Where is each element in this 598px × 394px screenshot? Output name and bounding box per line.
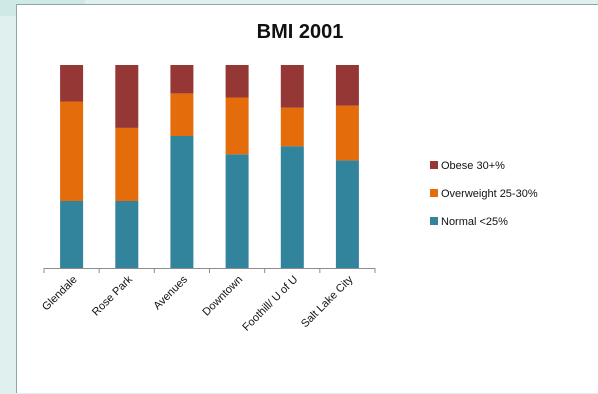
- x-tick-labels: Glendale Rose Park Avenues DowntownFoothill…: [40, 273, 356, 333]
- bar-salt-lake-city-overweight: [335, 105, 359, 161]
- chart-panel: BMI 2001 Glendale Rose Park Avenues Downtow…: [16, 4, 598, 393]
- x-tick-marks: [43, 268, 376, 273]
- bar-rose-park-obese: [115, 65, 139, 128]
- x-tick-label-downtown: Downtown: [200, 274, 245, 319]
- legend-swatch-normal: [430, 217, 438, 225]
- x-tick-label-glendale: Glendale: [40, 274, 80, 314]
- bar-foothill-u-of-u-overweight: [280, 107, 304, 147]
- bar-downtown-overweight: [225, 97, 249, 155]
- legend-swatch-obese: [430, 161, 438, 169]
- x-tick-label-salt-lake-city: Salt Lake City: [299, 273, 356, 330]
- bar-avenues-overweight: [170, 93, 194, 136]
- chart-title: BMI 2001: [257, 21, 344, 43]
- legend-swatch-overweight: [430, 189, 438, 197]
- legend-label-overweight: Overweight 25-30%: [441, 188, 538, 200]
- x-tick-label-rose-park: Rose Park: [90, 273, 135, 318]
- x-tick-label-foothill-u-of-u: Foothill/ U of U: [240, 274, 300, 334]
- bar-downtown-obese: [225, 65, 249, 98]
- bar-salt-lake-city-obese: [335, 65, 359, 106]
- legend-label-obese: Obese 30+%: [441, 160, 505, 172]
- bar-foothill-u-of-u-normal: [280, 146, 304, 268]
- bars-group: [60, 65, 359, 268]
- legend: Obese 30+% Overweight 25-30% Normal <25%: [430, 160, 538, 228]
- bar-glendale-normal: [60, 201, 84, 268]
- bar-glendale-obese: [60, 65, 84, 102]
- bmi-stacked-bar-chart: BMI 2001 Glendale Rose Park Avenues Downtow…: [40, 21, 538, 334]
- x-tick-label-avenues: Avenues: [151, 273, 190, 312]
- bar-salt-lake-city-normal: [335, 160, 359, 268]
- bar-avenues-obese: [170, 65, 194, 94]
- legend-label-normal: Normal <25%: [441, 216, 508, 228]
- bar-downtown-normal: [225, 154, 249, 268]
- bar-rose-park-normal: [115, 201, 139, 268]
- bar-foothill-u-of-u-obese: [280, 65, 304, 108]
- bar-glendale-overweight: [60, 101, 84, 201]
- bar-rose-park-overweight: [115, 127, 139, 201]
- bar-avenues-normal: [170, 136, 194, 268]
